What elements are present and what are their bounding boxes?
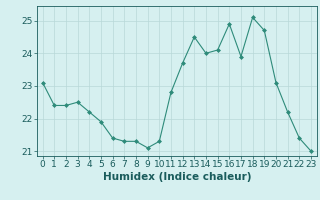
X-axis label: Humidex (Indice chaleur): Humidex (Indice chaleur) [102,172,251,182]
